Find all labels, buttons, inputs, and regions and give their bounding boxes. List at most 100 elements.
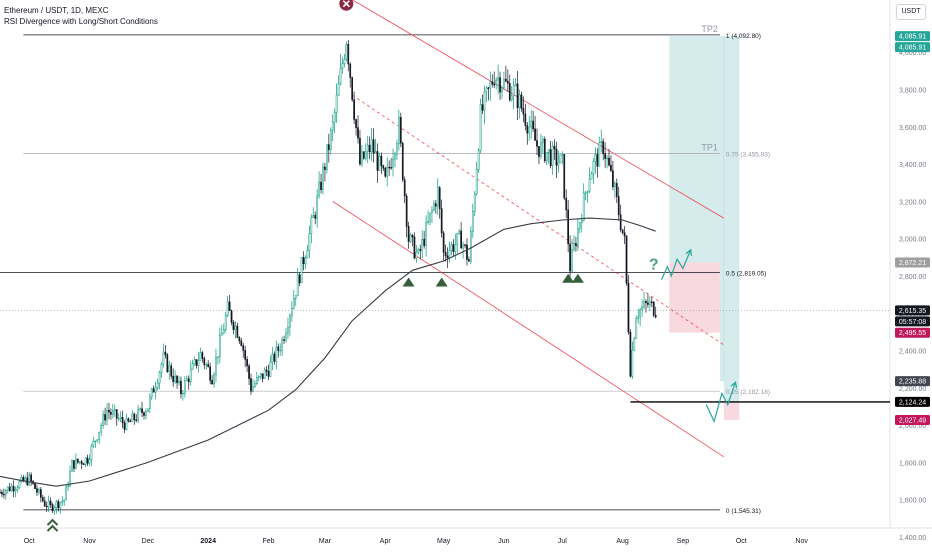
price-badge: 2,124.24 — [895, 396, 930, 407]
candle — [399, 112, 402, 147]
candle — [543, 136, 546, 163]
candle-body — [131, 413, 134, 422]
candle — [51, 502, 54, 514]
candle — [526, 122, 529, 145]
candle-body — [487, 87, 490, 89]
candle — [43, 496, 46, 507]
candle-body — [497, 77, 499, 81]
candle — [73, 460, 75, 473]
candle-body — [259, 373, 262, 377]
candle-body — [234, 325, 237, 330]
candle — [392, 148, 394, 177]
candle-body — [454, 243, 457, 252]
candle-body — [505, 78, 507, 82]
symbol-title[interactable]: Ethereum / USDT, 1D, MEXC — [4, 6, 109, 15]
candle — [652, 301, 655, 318]
indicator-name[interactable]: RSI Divergence with Long/Short Condition… — [4, 17, 158, 26]
candle — [195, 359, 198, 369]
candle — [629, 329, 632, 378]
candle-body — [71, 460, 73, 472]
candle — [14, 486, 17, 498]
candle-body — [471, 211, 474, 232]
question-mark-icon: ? — [649, 257, 659, 274]
candle — [563, 154, 566, 201]
candle — [368, 136, 371, 160]
candle-body — [524, 113, 527, 126]
channel-lower-line — [332, 201, 725, 458]
candle — [508, 74, 511, 102]
candle — [211, 375, 213, 385]
candle — [75, 453, 77, 470]
candle — [90, 443, 93, 467]
candle — [329, 127, 332, 155]
bullish-triangle-marker — [571, 273, 584, 283]
x-tick-label: Aug — [616, 538, 629, 545]
candle — [645, 299, 647, 313]
candle — [265, 366, 268, 376]
candle — [168, 360, 171, 380]
candle-body — [222, 329, 225, 334]
candle-body — [343, 59, 346, 64]
candle-body — [547, 149, 550, 153]
fib-target-label: TP1 — [701, 143, 718, 153]
candle-body — [164, 351, 167, 356]
candle — [166, 353, 169, 373]
candle — [316, 189, 319, 228]
candle-body — [152, 388, 155, 393]
candle-body — [125, 418, 128, 430]
candle-body — [376, 151, 379, 171]
candle — [273, 351, 276, 365]
candle-body — [291, 308, 293, 316]
candle-body — [143, 412, 145, 416]
candle-body — [174, 375, 176, 382]
candle-body — [456, 233, 459, 245]
candle — [12, 480, 15, 498]
candle — [137, 404, 139, 424]
candle — [246, 356, 248, 373]
candle-body — [281, 339, 283, 351]
candle-body — [372, 139, 375, 154]
candle — [434, 200, 437, 214]
candle — [24, 475, 27, 484]
candle — [57, 499, 60, 512]
candle-body — [382, 165, 385, 169]
candle — [347, 40, 350, 72]
candle — [436, 178, 439, 216]
candle — [182, 389, 184, 401]
candle — [452, 239, 455, 257]
candle-body — [240, 340, 243, 346]
candle-body — [38, 489, 40, 493]
candle — [401, 141, 404, 183]
candle — [448, 241, 451, 263]
currency-button[interactable]: USDT — [896, 4, 926, 20]
x-tick-label: Dec — [142, 538, 155, 545]
candle-body — [565, 197, 568, 211]
candle-body — [540, 141, 542, 157]
candle — [47, 495, 50, 513]
candle — [460, 222, 462, 249]
candle-body — [534, 128, 536, 141]
candle-body — [452, 244, 455, 252]
candle-body — [265, 369, 268, 372]
candle — [633, 336, 636, 352]
candle-body — [617, 196, 620, 216]
candle-body — [578, 222, 581, 229]
price-badge-bg — [895, 414, 930, 425]
candle-body — [80, 461, 83, 465]
candle-body — [619, 214, 622, 230]
candle-body — [148, 396, 151, 410]
candle-body — [627, 282, 630, 333]
candle-body — [559, 154, 562, 164]
candle-body — [629, 331, 632, 377]
candle-body — [448, 250, 451, 259]
candle-body — [390, 167, 392, 169]
candle-body — [203, 358, 206, 365]
candle — [292, 289, 295, 310]
candle — [261, 373, 264, 383]
candle-body — [78, 461, 81, 463]
price-badge-bg — [895, 42, 930, 53]
candle — [571, 238, 573, 273]
candle-body — [436, 187, 439, 207]
